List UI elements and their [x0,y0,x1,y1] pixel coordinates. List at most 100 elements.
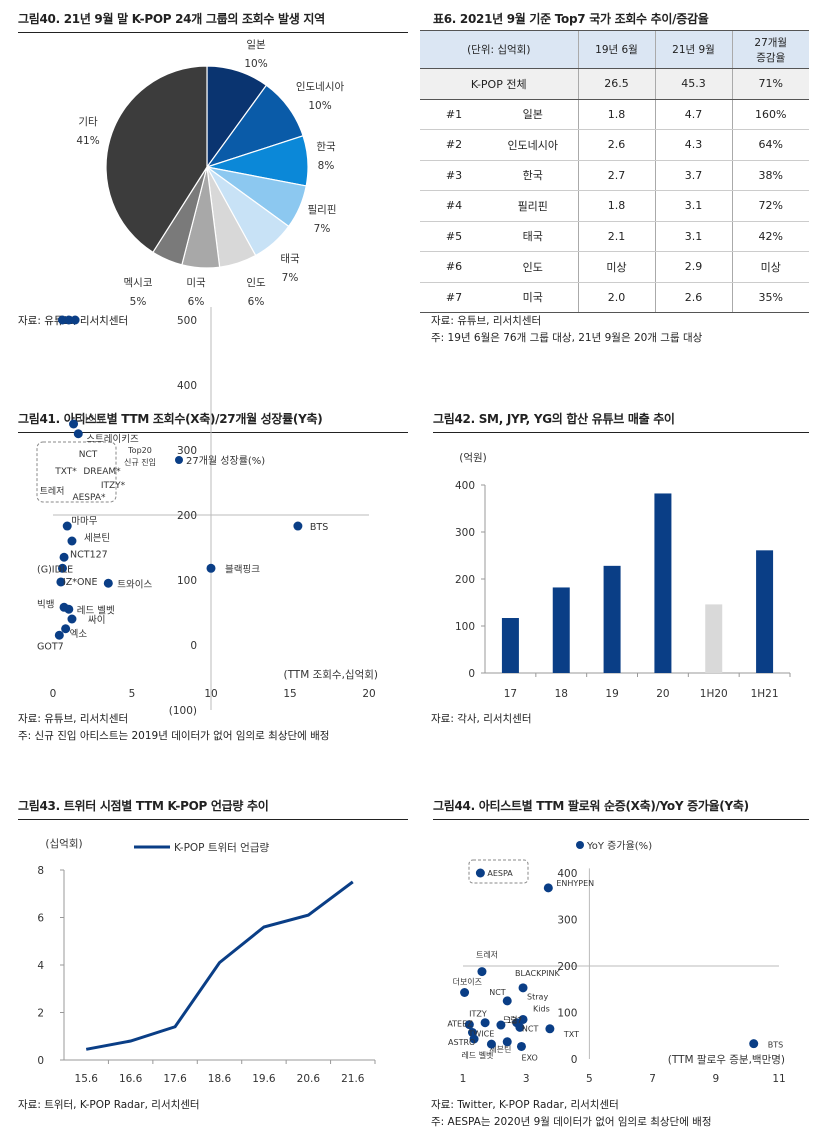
scatter-point [67,536,77,546]
table6-cell: 64% [731,129,809,161]
x-axis-label: (TTM 팔로우 증분,백만명) [668,1054,785,1066]
point-label: 더보이즈 [453,977,482,987]
y-tick-label: 300 [557,915,577,927]
table6-cell: 1.8 [577,99,655,130]
bar [654,493,672,673]
table6-cell: 1.8 [577,190,655,222]
table6-cell: 미상 [577,251,655,283]
point-label: GOT7 [37,641,64,652]
point-label: 드림 [503,1015,518,1025]
point-label: 트레저 [476,951,498,960]
point-label: BLACKPINK [515,969,560,978]
y-tick-label: 400 [557,868,577,880]
point-label: 세븐틴 [84,533,110,544]
table6-cell: 2.6 [654,282,732,313]
y-tick-label: 300 [455,527,475,539]
box-label: 신규 진입 [124,457,156,467]
table6-cell: 필리핀 [488,190,578,222]
table6-row: #6 인도 미상 2.9 미상 [420,251,809,283]
x-axis-label: (TTM 조회수,십억회) [283,669,378,681]
legend-label: 27개월 성장률(%) [186,455,265,467]
new-entry-label: DREAM* [83,467,121,477]
scatter-point [293,521,303,531]
point-label: NCT [522,1024,539,1033]
scatter-point [54,630,64,640]
pie-slice-value: 6% [188,296,205,308]
table6-note: 주: 19년 6월은 76개 그룹 대상, 21년 9월은 20개 그룹 대상 [431,332,703,344]
scatter-point [464,1020,474,1030]
fig43-title: 그림43. 트위터 시점별 TTM K-POP 언급량 추이 [18,797,408,820]
point-label: 블랙핑크 [225,564,260,575]
box-label: Top20 [127,446,152,455]
scatter-point [56,577,66,587]
y-tick-label: (100) [169,705,197,717]
y-tick-label: 6 [37,913,44,925]
table6-total-row: K-POP 전체 26.5 45.3 71% [420,68,809,100]
pie-slice-value: 6% [248,296,265,308]
table6-header-unit: (단위: 십억회) [420,30,578,69]
x-tick-label: 20 [362,688,375,700]
point-label: ATEEZ [447,1020,473,1029]
y-tick-label: 8 [37,865,44,877]
scatter-point [496,1020,506,1030]
table6-cell: #5 [420,221,488,252]
pie-slice-value: 7% [282,272,299,284]
pie-slice-label: 인도네시아 [296,81,345,93]
table6-cell: #7 [420,282,488,313]
table6-cell: 3.1 [654,221,732,252]
pie-slice-label: 인도 [246,277,266,289]
pie-slice-value: 41% [76,135,99,147]
point-label: IZ*ONE [63,577,98,588]
y-tick-label: 0 [190,640,197,652]
pie-slice-label: 일본 [246,38,266,51]
table6-cell: 4.3 [654,129,732,161]
table6-row: #5 태국 2.1 3.1 42% [420,221,809,252]
x-tick-label: 11 [772,1073,785,1085]
point-label: NCT [489,988,506,997]
point-label: 엑소 [70,628,88,640]
scatter-point [502,996,512,1006]
table6-cell: 45.3 [654,68,732,100]
fig42-source: 자료: 각사, 리서치센터 [431,713,532,725]
legend-marker [576,841,584,849]
aespa-box [468,859,529,884]
scatter-point [64,315,74,325]
scatter-point [477,967,487,977]
pie-slice-label: 필리핀 [308,204,337,216]
pie-slice-label: 태국 [280,253,300,265]
y-tick-label: 500 [177,315,197,327]
fig41-note: 주: 신규 진입 아티스트는 2019년 데이터가 없어 임의로 최상단에 배정 [18,730,330,742]
scatter-point [62,521,72,531]
scatter-point [67,614,77,624]
point-label: BTS [768,1041,783,1050]
point-label: AESPA [487,869,513,878]
table6: (단위: 십억회) 19년 6월 21년 9월 27개월 증감율 K-POP 전체… [420,30,809,313]
point-label: 레드 벨벳 [461,1050,493,1060]
point-label: 싸이 [88,615,105,626]
table6-cell: 71% [731,68,809,100]
y-tick-label: 300 [177,445,197,457]
point-label: ASTRO [448,1038,475,1047]
point-label: 빅뱅 [37,599,54,610]
table6-cell: 2.1 [577,221,655,252]
point-label: Kids [533,1004,550,1013]
new-entry-label: ITZY* [101,481,126,491]
table6-cell: 35% [731,282,809,313]
table6-cell: #1 [420,99,488,130]
y-tick-label: 2 [37,1008,44,1020]
table6-cell: 3.1 [654,190,732,222]
new-entry-label: AESPA* [72,493,106,503]
pie-slice-value: 5% [130,296,147,308]
x-tick-label: 17.6 [163,1073,187,1085]
point-label: BTS [310,522,328,533]
x-tick-label: 5 [586,1073,593,1085]
x-tick-label: 10 [204,688,217,700]
table6-header-col3: 27개월 증감율 [731,30,809,69]
x-tick-label: 1H21 [751,688,779,700]
pie-slice-label: 미국 [186,277,206,289]
x-tick-label: 17 [504,688,517,700]
fig44-note: 주: AESPA는 2020년 9월 데이터가 없어 임의로 최상단에 배정 [431,1116,712,1128]
scatter-point [749,1039,759,1049]
y-tick-label: 200 [557,961,577,973]
scatter-point [515,1022,525,1032]
